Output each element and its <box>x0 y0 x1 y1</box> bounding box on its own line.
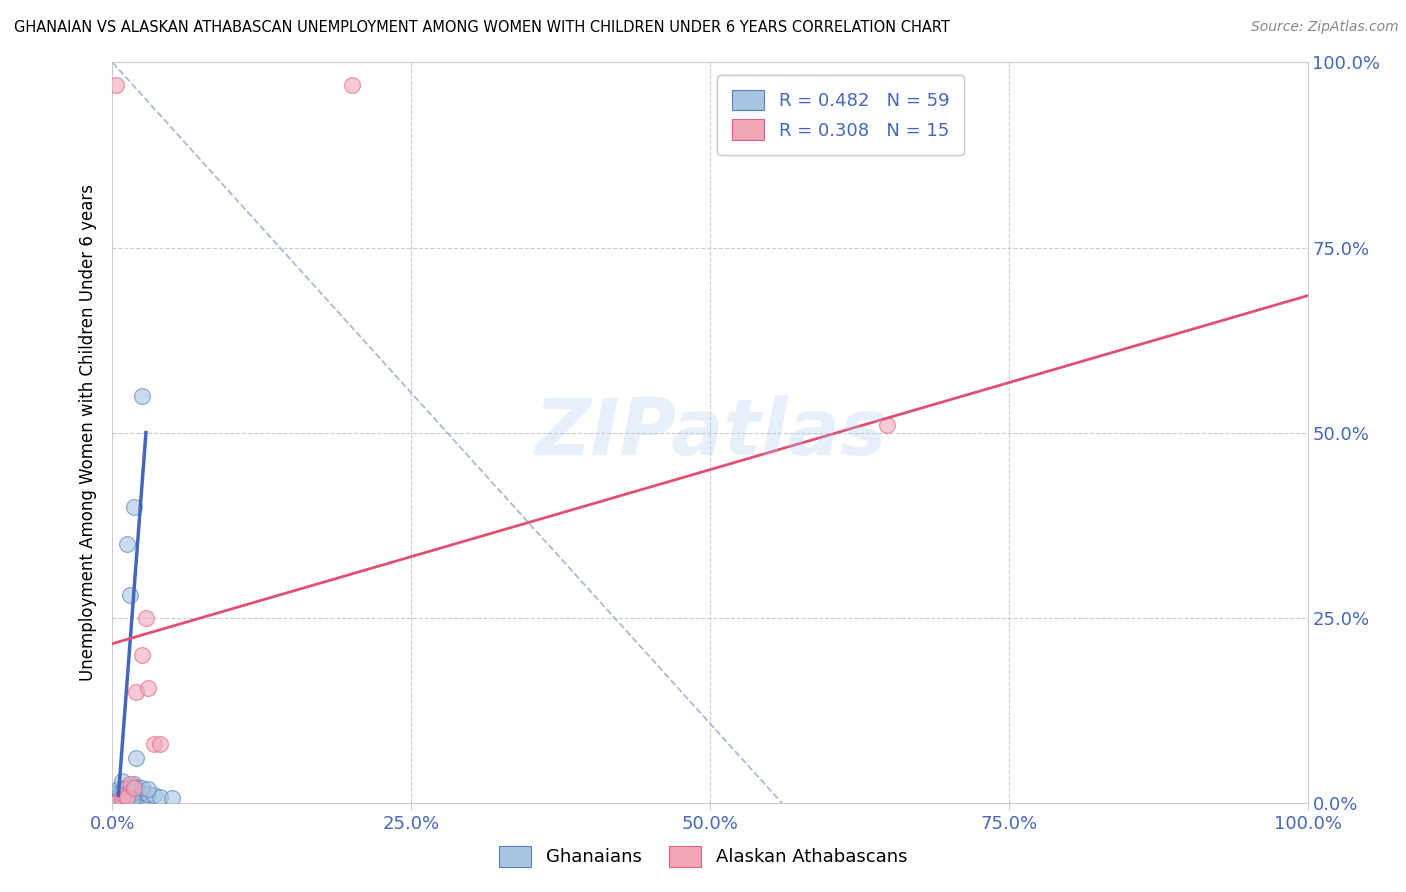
Text: Source: ZipAtlas.com: Source: ZipAtlas.com <box>1251 20 1399 34</box>
Point <box>340 78 363 92</box>
Point <box>125 685 148 699</box>
Y-axis label: Unemployment Among Women with Children Under 6 years: Unemployment Among Women with Children U… <box>79 184 97 681</box>
Point <box>114 787 135 801</box>
Point <box>107 785 129 799</box>
Point <box>107 782 129 797</box>
Point <box>138 681 160 695</box>
Point <box>122 777 145 791</box>
Point <box>125 751 148 765</box>
Point <box>120 780 142 794</box>
Point <box>143 737 166 751</box>
Point <box>111 773 134 788</box>
Point <box>876 418 898 433</box>
Point <box>131 794 153 808</box>
Text: ZIPatlas: ZIPatlas <box>534 394 886 471</box>
Point <box>120 794 142 808</box>
Point <box>149 737 172 751</box>
Point <box>131 780 153 795</box>
Text: GHANAIAN VS ALASKAN ATHABASCAN UNEMPLOYMENT AMONG WOMEN WITH CHILDREN UNDER 6 YE: GHANAIAN VS ALASKAN ATHABASCAN UNEMPLOYM… <box>14 20 950 35</box>
Point <box>138 787 160 801</box>
Point <box>114 790 136 805</box>
Point <box>115 782 138 797</box>
Legend: Ghanaians, Alaskan Athabascans: Ghanaians, Alaskan Athabascans <box>492 838 914 874</box>
Point <box>122 789 145 803</box>
Point <box>121 792 143 806</box>
Point <box>125 782 148 797</box>
Point <box>120 780 142 795</box>
Point <box>108 793 131 807</box>
Point <box>120 789 142 804</box>
Point <box>107 792 129 806</box>
Point <box>114 780 135 795</box>
Legend: R = 0.482   N = 59, R = 0.308   N = 15: R = 0.482 N = 59, R = 0.308 N = 15 <box>717 75 965 155</box>
Point <box>117 791 139 805</box>
Point <box>125 789 148 804</box>
Point <box>105 794 128 808</box>
Point <box>122 500 145 514</box>
Point <box>128 793 150 807</box>
Point <box>143 789 166 803</box>
Point <box>138 782 160 797</box>
Point <box>149 789 172 804</box>
Point <box>125 780 148 794</box>
Point <box>107 794 129 808</box>
Point <box>131 648 153 662</box>
Point <box>120 589 142 603</box>
Point <box>122 780 145 795</box>
Point <box>111 789 134 804</box>
Point <box>107 789 129 803</box>
Point <box>131 388 153 402</box>
Point <box>105 793 128 807</box>
Point <box>103 794 125 808</box>
Point <box>104 794 127 808</box>
Point <box>104 794 127 808</box>
Point <box>108 789 131 803</box>
Point <box>111 787 134 801</box>
Point <box>110 792 132 806</box>
Point <box>111 794 134 808</box>
Point <box>112 791 135 805</box>
Point <box>122 793 145 807</box>
Point <box>115 536 138 550</box>
Point <box>114 789 135 803</box>
Point <box>120 777 142 791</box>
Point <box>135 610 157 624</box>
Point <box>105 787 128 801</box>
Point <box>115 793 138 807</box>
Point <box>104 792 127 806</box>
Point <box>162 791 183 805</box>
Point <box>105 794 128 808</box>
Point <box>115 789 138 803</box>
Point <box>125 794 148 808</box>
Point <box>131 785 153 799</box>
Point <box>114 785 135 799</box>
Point <box>115 789 138 804</box>
Point <box>114 792 135 806</box>
Point <box>105 78 128 92</box>
Point <box>115 784 138 798</box>
Point <box>122 785 145 799</box>
Point <box>111 792 134 806</box>
Point <box>105 789 128 804</box>
Point <box>111 782 134 797</box>
